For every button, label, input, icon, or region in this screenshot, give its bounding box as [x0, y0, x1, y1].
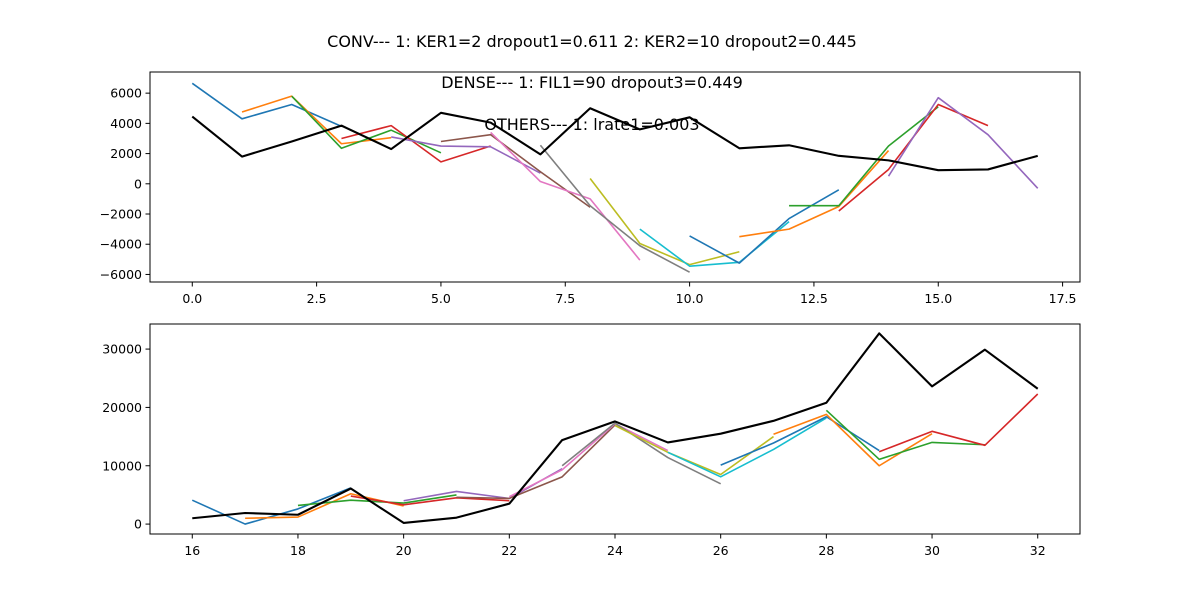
top-series-line-1	[191, 82, 342, 128]
bottom-series-line-12	[773, 413, 933, 467]
bottom-series-line-14	[878, 393, 1039, 453]
top-series-line-11	[689, 189, 840, 264]
top-series-line-4	[341, 124, 491, 163]
top-series-line-15	[887, 96, 1039, 189]
top-plot-axes: 0.0 2.5 5.0 7.5 10.0 12.5 15.0 17.5 −6000 −4000 −2…	[100, 71, 1081, 306]
bottom-y-tick-label: 0	[134, 517, 142, 532]
bottom-series-line-0	[192, 332, 1039, 524]
top-series-line-8	[539, 144, 690, 273]
bottom-series-line-4	[350, 495, 510, 506]
top-y-tick-label: 0	[134, 176, 142, 191]
bottom-plot-axes: 16 18 20 22 24 26 28 30 32 0 10000 20000 30000	[102, 323, 1081, 558]
bottom-series-line-10	[667, 417, 827, 478]
top-series-line-10	[639, 220, 790, 267]
top-y-tick-label: 6000	[110, 86, 142, 101]
top-y-tick-label: −2000	[100, 207, 142, 222]
bottom-series-line-1	[191, 487, 352, 525]
top-series-line-0	[191, 107, 1039, 172]
bottom-series-group	[191, 332, 1039, 525]
top-x-tick-label: 12.5	[800, 291, 828, 306]
top-series-line-12	[739, 150, 890, 238]
top-axes-frame	[149, 71, 1081, 283]
top-y-tick-label: −6000	[100, 267, 142, 282]
bottom-y-tick-label: 10000	[102, 458, 142, 473]
bottom-series-line-8	[561, 422, 722, 485]
title-line-2: DENSE--- 1: FIL1=90 dropout3=0.449	[441, 73, 743, 92]
bottom-x-tick-label: 18	[290, 543, 306, 558]
top-y-tick-label: 2000	[110, 146, 142, 161]
top-series-line-7	[490, 131, 641, 261]
bottom-y-tick-label: 30000	[102, 342, 142, 357]
top-y-tick-label: −4000	[100, 237, 142, 252]
top-series-group	[191, 82, 1039, 273]
bottom-x-tick-label: 30	[924, 543, 940, 558]
bottom-x-tick-label: 22	[501, 543, 517, 558]
bottom-y-tick-label: 20000	[102, 400, 142, 415]
top-x-tick-label: 10.0	[676, 291, 704, 306]
top-x-tick-label: 15.0	[924, 291, 952, 306]
bottom-x-tick-label: 20	[396, 543, 412, 558]
bottom-series-line-11	[720, 415, 880, 466]
title-line-1: CONV--- 1: KER1=2 dropout1=0.611 2: KER2…	[327, 32, 857, 51]
top-series-line-13	[789, 106, 939, 207]
bottom-x-tick-label: 28	[818, 543, 834, 558]
title-line-3: OTHERS--- 1: lrate1=0.003	[484, 115, 699, 134]
top-x-tick-label: 0.0	[182, 291, 202, 306]
bottom-x-tick-label: 26	[713, 543, 729, 558]
bottom-x-tick-label: 16	[184, 543, 200, 558]
bottom-x-tick-label: 24	[607, 543, 623, 558]
bottom-x-tick-label: 32	[1030, 543, 1046, 558]
top-x-tick-label: 2.5	[307, 291, 327, 306]
top-series-line-5	[391, 136, 541, 174]
top-x-tick-label: 7.5	[555, 291, 575, 306]
bottom-series-line-13	[825, 409, 985, 461]
top-x-tick-label: 5.0	[431, 291, 451, 306]
top-x-tick-label: 17.5	[1049, 291, 1077, 306]
bottom-series-line-9	[614, 424, 774, 476]
bottom-series-line-7	[508, 422, 669, 498]
top-series-line-2	[241, 95, 392, 145]
bottom-series-line-6	[456, 424, 616, 500]
top-series-line-9	[589, 178, 740, 266]
top-y-tick-label: 4000	[110, 116, 142, 131]
